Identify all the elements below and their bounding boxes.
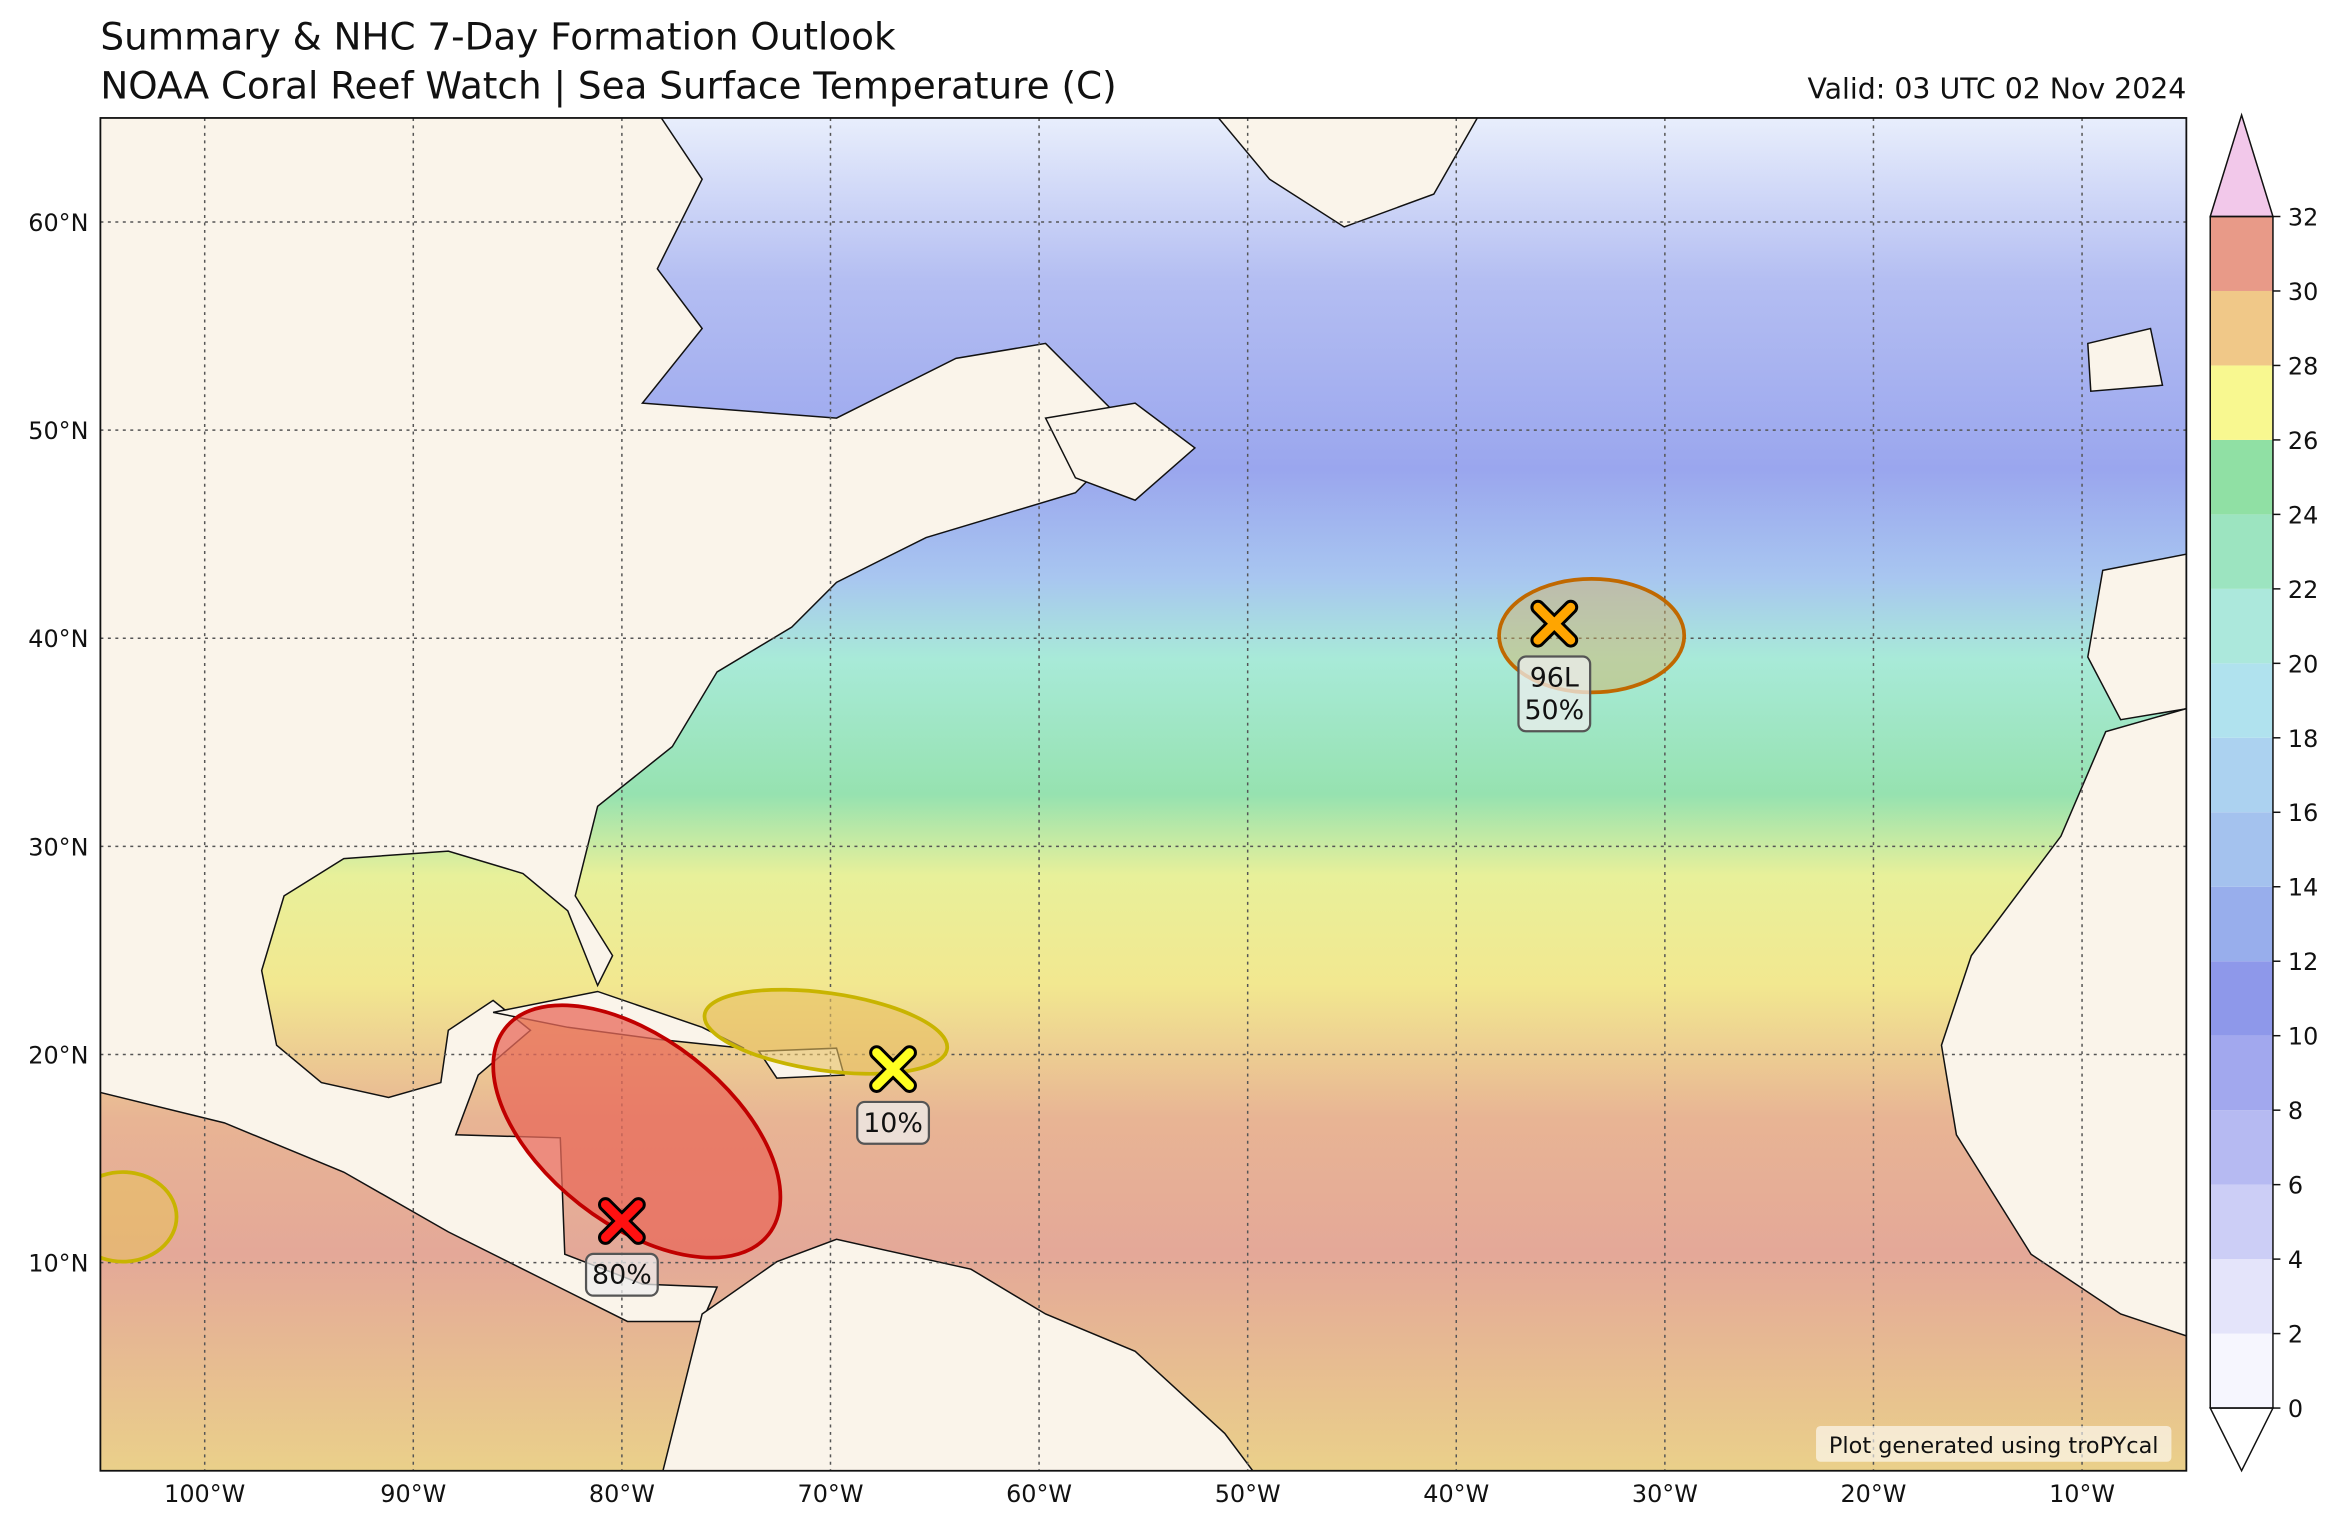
lon-label: 100°W	[164, 1480, 245, 1508]
valid-time: Valid: 03 UTC 02 Nov 2024	[1807, 73, 2186, 106]
colorbar-label: 6	[2288, 1172, 2303, 1200]
colorbar-label: 12	[2288, 948, 2318, 976]
lon-label: 60°W	[1006, 1480, 1072, 1508]
lon-label: 70°W	[798, 1480, 864, 1508]
credit-box	[1816, 1425, 2172, 1462]
colorbar-band	[2210, 961, 2273, 1036]
colorbar-band	[2210, 737, 2273, 813]
colorbar-band	[2210, 886, 2273, 962]
colorbar-label: 20	[2288, 650, 2318, 678]
colorbar-band	[2210, 439, 2273, 515]
colorbar-band	[2210, 216, 2273, 291]
lat-label: 60°N	[28, 209, 88, 237]
greenland	[1217, 117, 1479, 228]
europe	[2087, 553, 2187, 721]
outlook-area	[100, 1170, 179, 1264]
map-frame	[99, 117, 2188, 1472]
ireland	[2087, 327, 2164, 393]
credit: Plot generated using troPYcal	[1829, 1433, 2159, 1459]
lon-label: 90°W	[380, 1480, 446, 1508]
colorbar-label: 16	[2288, 799, 2318, 827]
colorbar-under	[2209, 1407, 2275, 1473]
colorbar-label: 10	[2288, 1023, 2318, 1051]
colorbar-label: 30	[2288, 278, 2318, 306]
disturbance-label: 10%	[863, 1108, 923, 1139]
lon-label: 20°W	[1840, 1480, 1906, 1508]
lon-label: 40°W	[1423, 1480, 1489, 1508]
lat-label: 10°N	[28, 1250, 88, 1278]
colorbar-label: 4	[2288, 1246, 2303, 1274]
lat-label: 50°N	[28, 417, 88, 445]
africa	[1940, 707, 2187, 1337]
lat-label: 20°N	[28, 1041, 88, 1069]
colorbar-band	[2210, 812, 2273, 887]
colorbar-band	[2210, 1259, 2273, 1334]
colorbar-label: 8	[2288, 1097, 2303, 1125]
colorbar-label: 0	[2288, 1395, 2303, 1423]
disturbance-x-fill	[600, 1200, 643, 1242]
colorbar-band	[2210, 365, 2273, 440]
graticule	[100, 117, 2187, 1471]
title: Summary & NHC 7-Day Formation Outlook	[100, 14, 896, 58]
colorbar-band	[2210, 514, 2273, 589]
lat-label: 30°N	[28, 833, 88, 861]
axis-labels: 100°W 90°W 80°W 70°W 60°W 50°W 40°W 30°W 20°W 10°…	[28, 209, 2115, 1508]
colorbar-label: 22	[2288, 576, 2318, 604]
disturbance-x-fill	[872, 1048, 914, 1090]
disturbance-name: 96L	[1530, 662, 1579, 693]
colorbar-label: 2	[2288, 1321, 2303, 1349]
colorbar-band	[2210, 588, 2273, 664]
outlook-area	[491, 1003, 783, 1260]
lon-label: 80°W	[589, 1480, 655, 1508]
colorbar-band	[2210, 290, 2273, 366]
colorbar-band	[2210, 1333, 2273, 1409]
colorbar-over	[2209, 112, 2274, 218]
north-america	[100, 117, 1137, 1323]
map-area	[100, 117, 2187, 1471]
colorbar-label: 26	[2288, 427, 2318, 455]
colorbar-label: 32	[2288, 203, 2318, 231]
disturbance-x-fill	[1533, 602, 1576, 645]
colorbar-label: 14	[2288, 874, 2318, 902]
colorbar-band	[2210, 1110, 2273, 1185]
colorbar-band	[2210, 1184, 2273, 1260]
colorbar-label: 18	[2288, 725, 2318, 753]
south-america	[662, 1238, 1254, 1471]
lon-label: 50°W	[1215, 1480, 1281, 1508]
label-box	[584, 1252, 659, 1297]
colorbar-band	[2210, 663, 2273, 738]
label-box	[856, 1100, 931, 1145]
disturbance-label: 80%	[592, 1260, 652, 1291]
lon-label: 10°W	[2049, 1480, 2115, 1508]
lat-label: 40°N	[28, 625, 88, 653]
label-box	[1517, 655, 1592, 733]
colorbar-band	[2210, 1035, 2273, 1111]
colorbar-label: 24	[2288, 501, 2318, 529]
subtitle: NOAA Coral Reef Watch | Sea Surface Temp…	[100, 64, 1116, 108]
lon-label: 30°W	[1632, 1480, 1698, 1508]
colorbar-label: 28	[2288, 352, 2318, 380]
disturbance-label: 50%	[1524, 695, 1584, 726]
newfoundland	[1044, 402, 1197, 502]
